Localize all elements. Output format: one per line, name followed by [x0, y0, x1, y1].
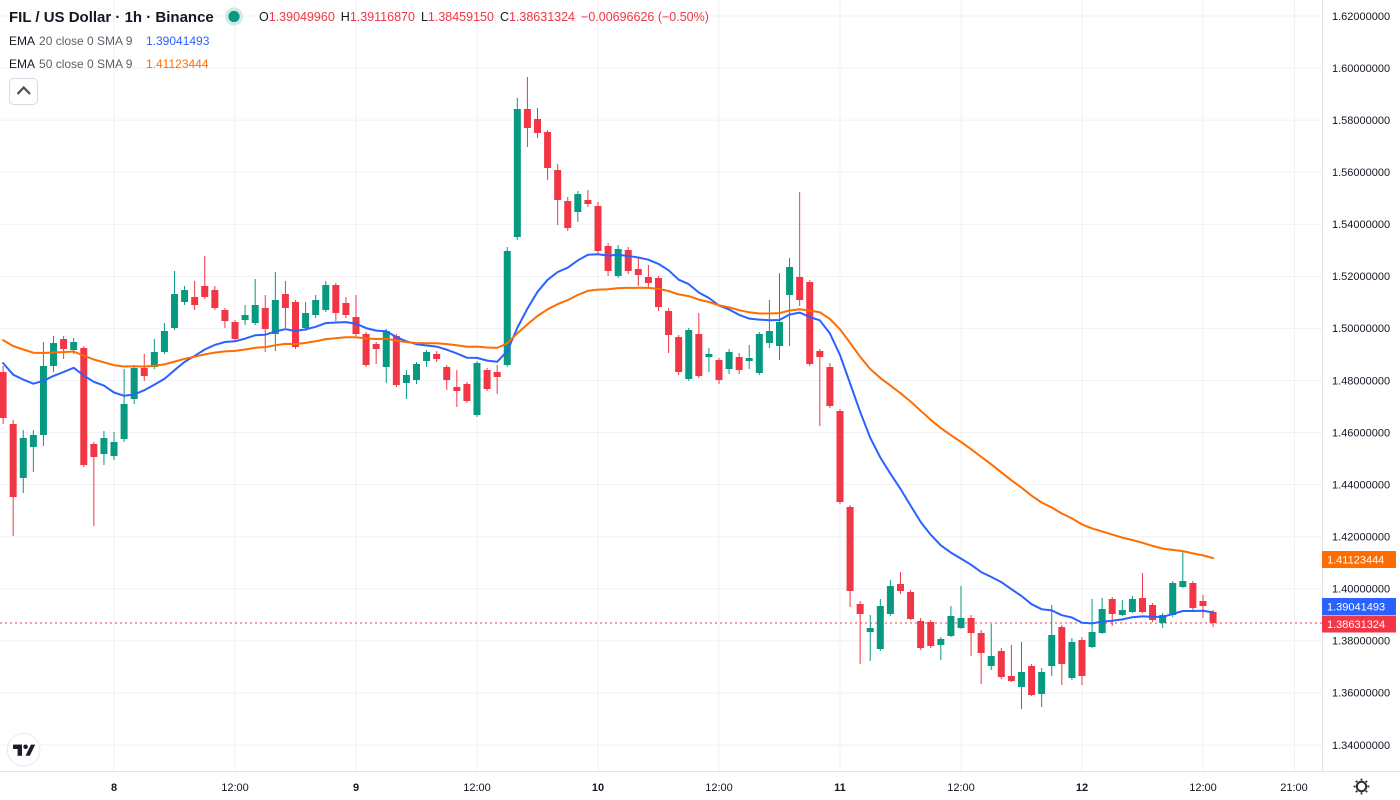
svg-text:12:00: 12:00 [947, 782, 975, 794]
svg-text:1.58000000: 1.58000000 [1332, 115, 1390, 127]
svg-text:1.42000000: 1.42000000 [1332, 532, 1390, 544]
svg-text:1.36000000: 1.36000000 [1332, 688, 1390, 700]
svg-text:8: 8 [111, 782, 117, 794]
svg-text:1.56000000: 1.56000000 [1332, 167, 1390, 179]
svg-text:12: 12 [1076, 782, 1088, 794]
svg-text:1.34000000: 1.34000000 [1332, 740, 1390, 752]
svg-text:21:00: 21:00 [1280, 782, 1308, 794]
svg-text:1.38000000: 1.38000000 [1332, 636, 1390, 648]
svg-text:1.54000000: 1.54000000 [1332, 219, 1390, 231]
svg-text:FIL / US Dollar · 1h · Binance: FIL / US Dollar · 1h · Binance [9, 9, 214, 26]
svg-text:1.48000000: 1.48000000 [1332, 375, 1390, 387]
svg-text:1.39041493: 1.39041493 [146, 34, 210, 48]
svg-text:12:00: 12:00 [463, 782, 491, 794]
svg-text:1.41123444: 1.41123444 [146, 57, 209, 71]
svg-text:1.46000000: 1.46000000 [1332, 427, 1390, 439]
svg-text:1.41123444: 1.41123444 [1327, 555, 1384, 567]
svg-text:1.60000000: 1.60000000 [1332, 63, 1390, 75]
svg-text:1.62000000: 1.62000000 [1332, 11, 1390, 23]
svg-text:1.44000000: 1.44000000 [1332, 479, 1390, 491]
svg-text:1.40000000: 1.40000000 [1332, 584, 1390, 596]
svg-text:1.38631324: 1.38631324 [1327, 619, 1385, 631]
svg-text:12:00: 12:00 [705, 782, 733, 794]
svg-text:1.50000000: 1.50000000 [1332, 323, 1390, 335]
svg-text:1.39041493: 1.39041493 [1327, 602, 1385, 614]
svg-text:12:00: 12:00 [221, 782, 249, 794]
svg-text:11: 11 [834, 782, 846, 794]
svg-text:10: 10 [592, 782, 604, 794]
svg-text:12:00: 12:00 [1189, 782, 1217, 794]
svg-text:1.52000000: 1.52000000 [1332, 271, 1390, 283]
svg-text:9: 9 [353, 782, 359, 794]
